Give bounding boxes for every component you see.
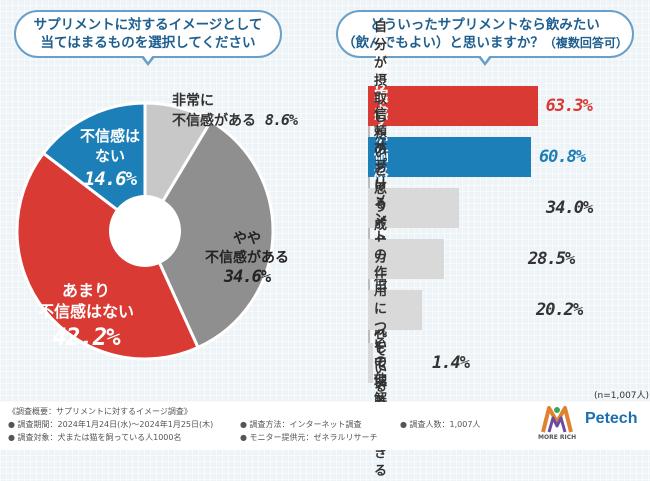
pie-label-somewhat-distrust-l1: やや <box>233 231 261 247</box>
footer-survey-period: ● 調査期間：2024年1月24日(水)～2024年1月25日(木) <box>8 420 214 429</box>
pie-label-no-distrust-l2: ない <box>95 147 126 165</box>
bar-value-ingredients: 34.0% <box>546 198 593 218</box>
pie-label-very-distrust: 非常に 不信感がある 8.6% <box>172 92 298 131</box>
pie-value-very-distrust: 8.6% <box>264 111 298 129</box>
left-title-tail <box>141 55 155 66</box>
footer-survey-overview: 《調査概要：サプリメントに対するイメージ調査》 <box>8 407 192 416</box>
pie-label-no-distrust-l1: 不信感は <box>80 127 141 145</box>
left-question-title: サプリメントに対するイメージとして 当てはまるものを選択してください <box>14 10 282 58</box>
bar-label-understanding: サプリメントの作用に ついて理解ができる <box>374 140 388 479</box>
footer-survey-method: ● 調査方法：インターネット調査 <box>240 420 362 429</box>
pie-label-somewhat-distrust: やや 不信感がある 34.6% <box>205 230 289 287</box>
bar-other <box>368 343 373 383</box>
pie-label-no-distrust: 不信感は ない 14.6% <box>80 126 140 192</box>
petech-logo: Petech <box>585 410 638 427</box>
bar-value-effect: 63.3% <box>545 96 593 116</box>
bar-value-other: 1.4% <box>432 353 470 373</box>
pie-chart <box>15 101 275 361</box>
more-rich-logo-icon <box>541 406 573 433</box>
footer-panel <box>0 402 650 450</box>
footer-survey-target: ● 調査対象：犬または猫を飼っている人1000名 <box>8 433 182 442</box>
bar-axis-line <box>368 86 370 383</box>
pie-slice-not-much-distrust <box>15 151 201 361</box>
bar-value-price: 60.8% <box>538 147 586 167</box>
bar-understanding <box>368 290 423 330</box>
bar-label-other: その他 <box>374 337 388 388</box>
right-question-title: どういったサプリメントなら飲みたい （飲んでもよい）と思いますか？（複数回答可） <box>336 10 634 58</box>
right-title-line2: （飲んでもよい）と思いますか？ <box>342 35 544 51</box>
left-title-line2: 当てはまるものを選択してください <box>40 35 256 51</box>
pie-label-somewhat-distrust-l2: 不信感がある <box>205 250 289 266</box>
right-title-line1: どういったサプリメントなら飲みたい <box>370 17 600 33</box>
sample-size-label: (n=1,007人) <box>594 391 650 401</box>
right-title-line2b: （複数回答可） <box>543 36 628 50</box>
pie-center-hole <box>109 195 181 267</box>
pie-slice-somewhat-distrust <box>143 119 275 350</box>
footer-monitor-provider: ● モニター提供元：ゼネラルリサーチ <box>240 433 378 442</box>
bar-value-understanding: 20.2% <box>536 300 583 320</box>
pie-value-not-much-distrust: 42.2% <box>52 323 120 351</box>
pie-slice-no-distrust <box>41 101 147 235</box>
bar-price <box>368 137 531 177</box>
bar-maker <box>368 239 445 279</box>
footer-respondents: ● 調査人数：1,007人 <box>400 420 481 429</box>
bar-ingredients <box>368 188 460 228</box>
pie-label-very-distrust-l1: 非常に <box>172 93 214 109</box>
pie-value-somewhat-distrust: 34.6% <box>223 267 271 287</box>
pie-value-no-distrust: 14.6% <box>83 168 137 190</box>
bar-effect <box>368 86 538 126</box>
pie-label-not-much-distrust-l1: あまり <box>62 281 111 300</box>
pie-label-not-much-distrust: あまり 不信感はない 42.2% <box>38 280 134 352</box>
bar-value-maker: 28.5% <box>528 249 575 269</box>
right-title-tail <box>478 55 492 66</box>
pie-label-very-distrust-l2: 不信感がある <box>172 113 256 129</box>
left-title-line1: サプリメントに対するイメージとして <box>33 17 263 33</box>
pie-label-not-much-distrust-l2: 不信感はない <box>38 302 135 321</box>
more-rich-logo-text: MORE RICH <box>538 434 577 441</box>
